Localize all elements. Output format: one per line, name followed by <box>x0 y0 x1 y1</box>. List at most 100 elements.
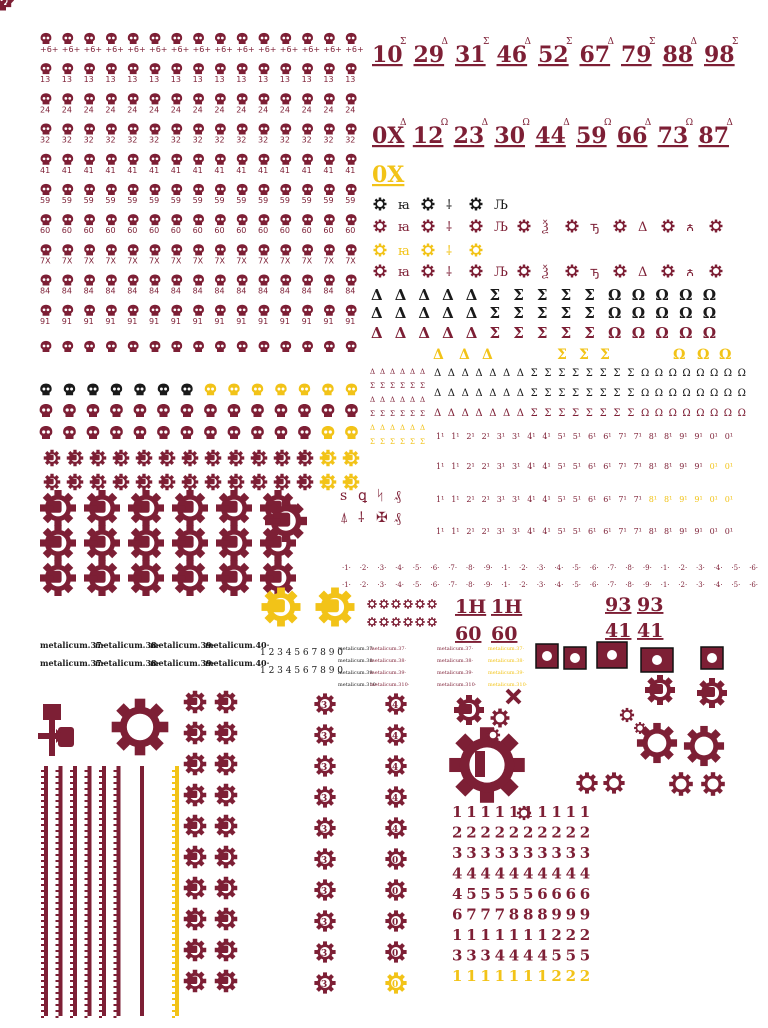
greek-letter-small: Δ <box>475 408 482 419</box>
mini-number: 7¹ <box>634 495 642 504</box>
greek-letter-small: Δ <box>462 388 469 399</box>
greek-letter-small: Δ <box>517 408 524 419</box>
fist-icon <box>215 846 238 869</box>
skull-icon <box>40 404 53 417</box>
cog-icon <box>374 244 387 257</box>
skull-icon <box>252 384 263 396</box>
greek-letter: Δ <box>442 286 454 304</box>
tiny-metalicum-label: metalicum.310· <box>437 682 477 688</box>
mini-number: 6¹ <box>603 495 611 504</box>
greek-letter-small: Δ <box>489 388 496 399</box>
mini-number: 8¹ <box>664 432 672 441</box>
mini-tag: ·2· <box>678 564 687 572</box>
grid-number: 7 <box>495 906 505 924</box>
fist-icon <box>113 450 130 467</box>
greek-letter: Σ <box>537 324 548 342</box>
fist-icon <box>215 722 238 745</box>
greek-letter-gold: Δ <box>482 347 493 363</box>
mini-number: 2¹ <box>466 495 474 504</box>
tiny-glyph: Δ <box>410 424 415 432</box>
cog-icon <box>422 244 435 257</box>
skull-icon <box>251 426 264 439</box>
skull-icon <box>205 384 216 396</box>
mini-number: 0¹ <box>725 462 733 471</box>
greek-letter-small: Δ <box>503 408 510 419</box>
superscript-mark: Ω <box>604 118 611 128</box>
skull-icon <box>193 124 204 135</box>
cog-icon <box>379 617 388 626</box>
cog-icon <box>374 265 387 278</box>
tiny-glyph: Σ <box>410 382 415 390</box>
superscript-mark: Σ <box>732 37 738 47</box>
glyph: ꙉ <box>686 220 694 235</box>
skull-number: +6+ <box>193 45 212 54</box>
tiny-glyph: Σ <box>410 410 415 418</box>
skull-icon <box>128 275 139 286</box>
skull-number: 91 <box>280 317 290 326</box>
mini-number: 8¹ <box>649 462 657 471</box>
skull-icon <box>84 124 95 135</box>
mini-tag: ·1· <box>661 581 670 589</box>
glyph: Ѯ <box>542 265 549 280</box>
cog-icon <box>710 220 723 233</box>
skull-number: 91 <box>40 317 50 326</box>
glyph: ꙗ <box>398 220 410 235</box>
fist-icon <box>40 490 76 526</box>
skull-icon <box>259 124 270 135</box>
skull-icon <box>228 384 239 396</box>
cog-number: 3 <box>321 980 327 990</box>
skull-icon <box>87 384 98 396</box>
grid-number: 5 <box>566 947 576 965</box>
greek-letter-small: Σ <box>544 368 551 379</box>
fist-icon <box>136 474 153 491</box>
skull-icon <box>181 404 194 417</box>
skull-number: 60 <box>40 226 50 235</box>
skull-number: 13 <box>149 75 159 84</box>
skull-icon <box>150 244 161 255</box>
skull-icon <box>84 93 95 104</box>
cog-icon <box>422 265 435 278</box>
greek-letter-small: Ω <box>669 408 677 419</box>
mini-number: 8¹ <box>664 462 672 471</box>
skull-number: 84 <box>258 287 268 296</box>
fist-icon <box>44 474 61 491</box>
mini-tag: ·3· <box>537 564 546 572</box>
mini-number: 4¹ <box>527 462 535 471</box>
mini-number: 1¹ <box>436 527 444 536</box>
grid-number: 1 <box>509 803 519 821</box>
big-number: 12 <box>413 123 444 149</box>
cog-number: 3 <box>321 949 327 959</box>
skull-icon <box>111 384 122 396</box>
fist-icon <box>343 450 360 467</box>
grid-number: 1 <box>495 926 505 944</box>
superscript-mark: Δ <box>482 118 489 128</box>
skull-number: 84 <box>345 287 355 296</box>
skull-icon <box>193 305 204 316</box>
skull-icon <box>215 341 226 352</box>
skull-icon <box>345 404 358 417</box>
skull-number: 84 <box>171 287 181 296</box>
skull-icon <box>106 214 117 225</box>
skull-number: 41 <box>214 166 224 175</box>
fist-icon <box>265 500 307 542</box>
glyph: ꙗ <box>398 244 410 259</box>
grid-number: 4 <box>480 865 490 883</box>
skull-number: 41 <box>193 166 203 175</box>
skull-icon <box>106 244 117 255</box>
skull-number: 84 <box>127 287 137 296</box>
cog-icon <box>391 599 400 608</box>
grid-number: 2 <box>466 824 476 842</box>
skull-number: 32 <box>302 136 312 145</box>
cog-icon <box>634 722 646 734</box>
greek-letter-small: Ω <box>724 388 732 399</box>
skull-icon <box>106 305 117 316</box>
greek-letter: Δ <box>466 324 478 342</box>
skull-number: 13 <box>84 75 94 84</box>
grid-number: 1 <box>537 926 547 944</box>
skull-icon <box>40 426 53 439</box>
mini-number: 7¹ <box>634 462 642 471</box>
skull-icon <box>193 63 204 74</box>
tiny-metalicum-label: metalicum.39· <box>488 670 525 676</box>
mini-number: 8¹ <box>664 495 672 504</box>
mini-number: 6¹ <box>588 527 596 536</box>
